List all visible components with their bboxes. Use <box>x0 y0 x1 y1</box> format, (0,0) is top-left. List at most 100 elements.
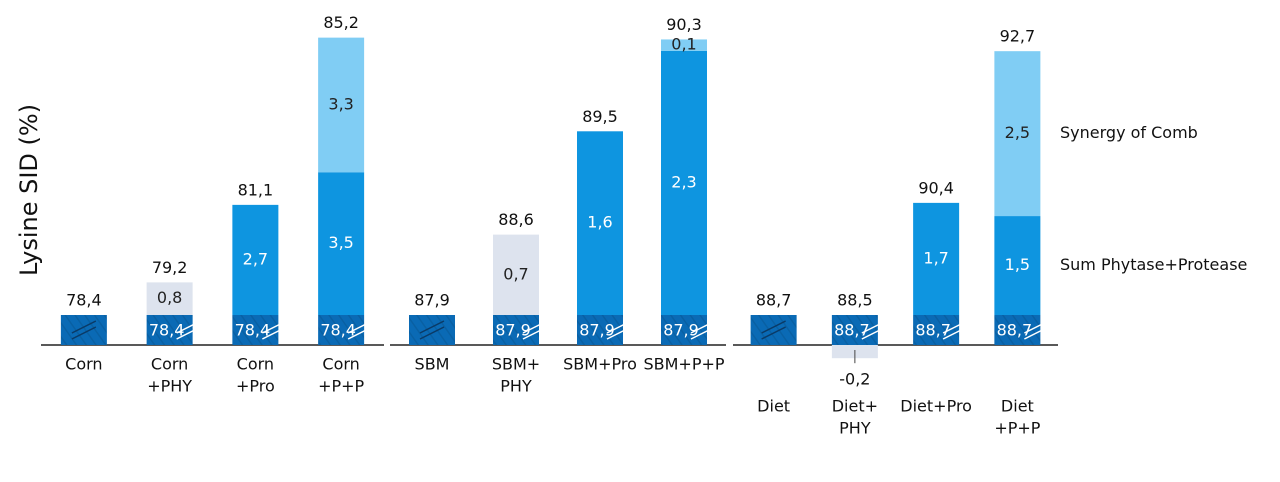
axis-break <box>690 326 716 340</box>
axis-break <box>606 326 632 340</box>
axis-break <box>176 320 201 334</box>
base-bar <box>994 315 1041 345</box>
base-bar <box>913 315 960 345</box>
value-label: 2,5 <box>1005 123 1030 142</box>
total-label: 88,6 <box>498 210 534 229</box>
value-label: 87,9 <box>663 321 699 340</box>
base-bar <box>146 315 193 345</box>
x-tick-label: +PHY <box>147 377 192 396</box>
axis-break <box>861 326 887 340</box>
value-label: 87,9 <box>495 321 531 340</box>
total-label: 85,2 <box>323 13 359 32</box>
value-label: -0,2 <box>839 370 870 389</box>
bar-segment <box>493 234 539 315</box>
value-label: 78,4 <box>149 321 185 340</box>
axis-break <box>71 326 97 340</box>
total-label: 79,2 <box>152 258 188 277</box>
total-label: 92,7 <box>1000 27 1036 46</box>
bar-segment <box>232 204 279 315</box>
axis-break <box>522 326 548 340</box>
value-label: 0,1 <box>671 35 696 54</box>
total-label: 88,5 <box>837 291 873 310</box>
total-label: 90,3 <box>666 15 702 34</box>
legend-label: Synergy of Comb <box>1060 123 1198 142</box>
axis-break <box>606 320 632 334</box>
axis-break <box>176 326 201 340</box>
bar-segment <box>661 50 707 315</box>
x-tick-label: Corn <box>237 355 274 374</box>
x-tick-label: SBM+P+P <box>643 355 724 374</box>
bar-segment <box>994 51 1041 217</box>
value-label: 0,7 <box>503 264 528 283</box>
value-label: 1,6 <box>587 213 612 232</box>
axis-break <box>522 320 548 334</box>
value-label: 87,9 <box>579 321 615 340</box>
total-label: 88,7 <box>756 291 792 310</box>
x-tick-label: Diet <box>757 397 790 416</box>
value-label: 88,7 <box>834 321 870 340</box>
axis-break <box>690 320 716 334</box>
axis-break <box>419 320 445 334</box>
value-label: 2,7 <box>243 249 268 268</box>
total-label: 89,5 <box>582 107 618 126</box>
x-tick-label: Diet+ <box>832 397 878 416</box>
bar-segment <box>577 131 623 315</box>
value-label: 3,3 <box>328 94 353 113</box>
value-label: 88,7 <box>915 321 951 340</box>
base-bar <box>661 315 707 345</box>
axis-break <box>761 326 786 340</box>
bar-segment <box>913 202 960 315</box>
axis-break <box>262 320 287 334</box>
y-axis-label: Lysine SID (%) <box>15 104 43 276</box>
bar-segment <box>994 216 1041 315</box>
base-bar <box>831 315 878 345</box>
axis-break <box>262 326 287 340</box>
x-tick-label: +P+P <box>994 419 1040 438</box>
value-label: 1,7 <box>923 248 948 267</box>
x-tick-label: PHY <box>500 377 532 396</box>
x-tick-label: +P+P <box>318 377 364 396</box>
legend-label: Sum Phytase+Protease <box>1060 255 1247 274</box>
axis-break <box>419 326 445 340</box>
axis-break <box>347 320 373 334</box>
axis-break <box>1024 326 1049 340</box>
total-label: 78,4 <box>66 291 102 310</box>
axis-break <box>942 326 968 340</box>
x-tick-label: Corn <box>322 355 359 374</box>
x-tick-label: SBM+Pro <box>563 355 637 374</box>
value-label: 0,8 <box>157 288 182 307</box>
axis-break <box>942 320 968 334</box>
value-label: 78,4 <box>320 321 356 340</box>
x-tick-label: Diet <box>1001 397 1034 416</box>
value-label: 2,3 <box>671 172 696 191</box>
base-bar <box>493 315 539 345</box>
axis-break <box>861 320 887 334</box>
base-bar <box>577 315 623 345</box>
axis-break <box>1024 320 1049 334</box>
value-label: 3,5 <box>328 233 353 252</box>
x-tick-label: Corn <box>65 355 102 374</box>
value-label: 1,5 <box>1005 255 1030 274</box>
x-tick-label: SBM <box>415 355 450 374</box>
value-label: 88,7 <box>997 321 1033 340</box>
x-tick-label: +Pro <box>236 377 275 396</box>
base-bar <box>750 315 797 345</box>
x-tick-label: Corn <box>151 355 188 374</box>
axis-break <box>347 326 373 340</box>
bar-segment <box>146 282 193 315</box>
total-label: 87,9 <box>414 291 450 310</box>
x-tick-label: PHY <box>839 419 871 438</box>
x-tick-label: SBM+ <box>492 355 540 374</box>
base-bar <box>409 315 455 345</box>
total-label: 81,1 <box>238 180 274 199</box>
bar-segment <box>318 172 365 315</box>
bar-segment <box>661 39 707 51</box>
axis-break <box>761 320 786 334</box>
value-label: 78,4 <box>235 321 271 340</box>
axis-break <box>71 320 97 334</box>
base-bar <box>232 315 279 345</box>
base-bar <box>60 315 107 345</box>
x-tick-label: Diet+Pro <box>900 397 972 416</box>
